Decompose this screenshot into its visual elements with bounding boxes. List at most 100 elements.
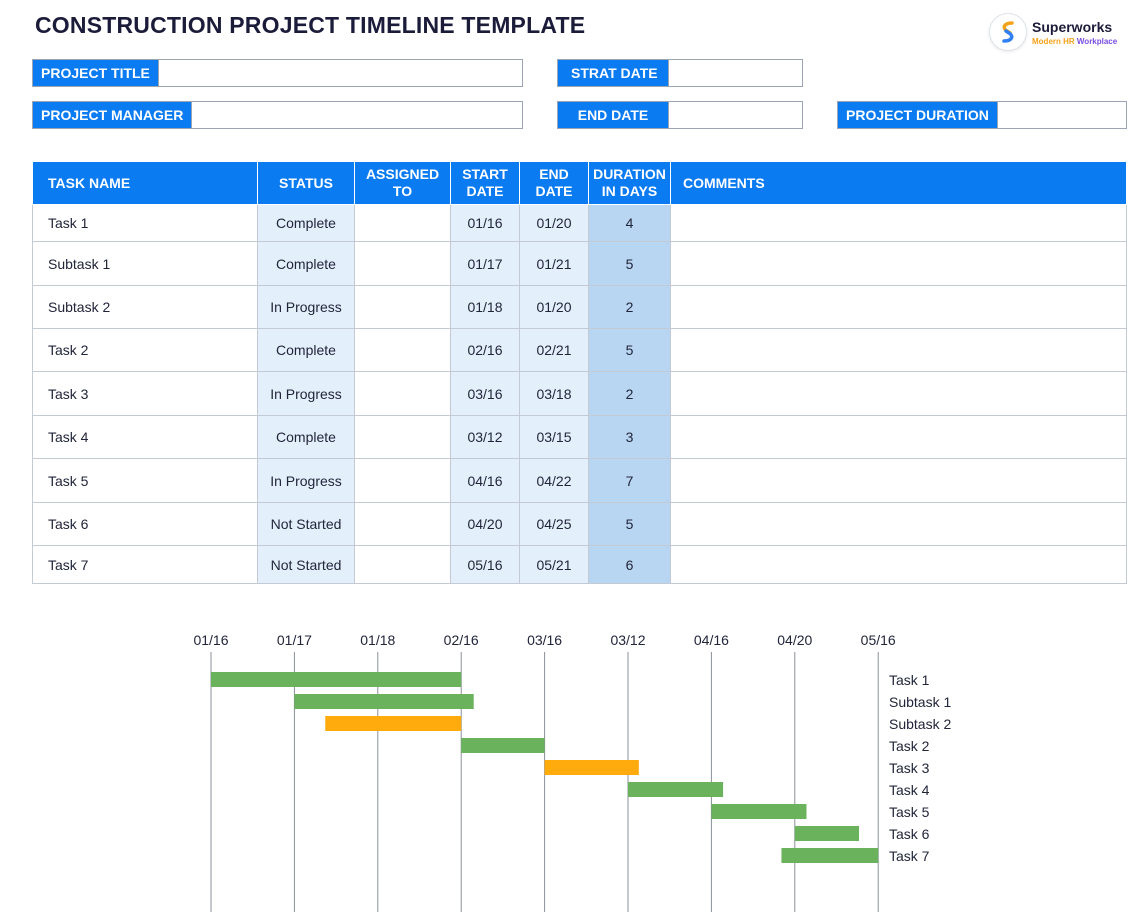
- assigned-to-cell[interactable]: [354, 458, 451, 503]
- project-duration-input[interactable]: [996, 102, 1126, 128]
- duration-cell: 5: [588, 241, 671, 286]
- end-date-cell: 04/22: [519, 458, 589, 503]
- task-name-cell: Task 1: [32, 204, 258, 242]
- start-date-cell: 01/16: [450, 204, 520, 242]
- task-name-cell: Task 5: [32, 458, 258, 503]
- comments-cell[interactable]: [670, 458, 1127, 503]
- table-row: Subtask 2 In Progress 01/18 01/20 2: [32, 285, 1127, 329]
- gantt-bar: [794, 826, 860, 841]
- assigned-to-cell[interactable]: [354, 371, 451, 416]
- status-cell: Complete: [257, 415, 355, 459]
- project-title-field: PROJECT TITLE: [32, 59, 523, 87]
- start-date-field: STRAT DATE: [557, 59, 803, 87]
- comments-cell[interactable]: [670, 545, 1127, 584]
- status-cell: In Progress: [257, 285, 355, 329]
- status-cell: Not Started: [257, 502, 355, 546]
- duration-cell: 6: [588, 545, 671, 584]
- logo-tagline-part1: Modern HR: [1032, 37, 1075, 46]
- assigned-to-cell[interactable]: [354, 502, 451, 546]
- gantt-bar: [711, 804, 807, 819]
- duration-cell: 7: [588, 458, 671, 503]
- assigned-to-cell[interactable]: [354, 204, 451, 242]
- start-date-cell: 04/16: [450, 458, 520, 503]
- gantt-bar: [781, 848, 879, 863]
- start-date-cell: 03/12: [450, 415, 520, 459]
- duration-cell: 4: [588, 204, 671, 242]
- assigned-to-cell[interactable]: [354, 415, 451, 459]
- task-name-cell: Task 4: [32, 415, 258, 459]
- duration-cell: 2: [588, 371, 671, 416]
- logo-tagline-part2: Workplace: [1074, 37, 1118, 46]
- status-cell: Complete: [257, 241, 355, 286]
- status-cell: Complete: [257, 204, 355, 242]
- end-date-field: END DATE: [557, 101, 803, 129]
- start-date-cell: 04/20: [450, 502, 520, 546]
- comments-cell[interactable]: [670, 371, 1127, 416]
- assigned-to-cell[interactable]: [354, 241, 451, 286]
- gantt-tick-label: 01/16: [193, 632, 228, 648]
- status-cell: In Progress: [257, 371, 355, 416]
- project-title-input[interactable]: [157, 60, 522, 86]
- end-date-cell: 03/15: [519, 415, 589, 459]
- gantt-bar: [325, 716, 462, 731]
- project-duration-label: PROJECT DURATION: [838, 102, 997, 128]
- logo-name: Superworks: [1032, 19, 1113, 35]
- gantt-bar: [628, 782, 724, 797]
- status-cell: In Progress: [257, 458, 355, 503]
- project-manager-label: PROJECT MANAGER: [33, 102, 192, 128]
- table-header-row: TASK NAME STATUS ASSIGNED TO START DATE …: [32, 161, 1127, 205]
- comments-cell[interactable]: [670, 502, 1127, 546]
- comments-cell[interactable]: [670, 415, 1127, 459]
- gantt-bar: [461, 738, 545, 753]
- end-date-cell: 05/21: [519, 545, 589, 584]
- end-date-cell: 01/20: [519, 204, 589, 242]
- header-end-date: END DATE: [519, 161, 589, 205]
- project-manager-input[interactable]: [191, 102, 522, 128]
- header-comments: COMMENTS: [670, 161, 1127, 205]
- gantt-tick-label: 01/18: [360, 632, 395, 648]
- gantt-tick-label: 03/12: [610, 632, 645, 648]
- task-table: TASK NAME STATUS ASSIGNED TO START DATE …: [32, 161, 1127, 584]
- task-name-cell: Subtask 1: [32, 241, 258, 286]
- end-date-cell: 01/21: [519, 241, 589, 286]
- gantt-task-label: Task 4: [889, 782, 930, 798]
- start-date-input[interactable]: [668, 60, 802, 86]
- logo-tagline: Modern HR Workplace: [1032, 37, 1117, 46]
- duration-cell: 5: [588, 502, 671, 546]
- table-row: Task 1 Complete 01/16 01/20 4: [32, 204, 1127, 242]
- end-date-label: END DATE: [558, 102, 668, 128]
- gantt-bar: [211, 672, 462, 687]
- header-task-name: TASK NAME: [32, 161, 258, 205]
- table-row: Task 7 Not Started 05/16 05/21 6: [32, 545, 1127, 584]
- task-name-cell: Subtask 2: [32, 285, 258, 329]
- gantt-task-label: Task 3: [889, 760, 930, 776]
- gantt-task-label: Task 7: [889, 848, 930, 864]
- header-status: STATUS: [257, 161, 355, 205]
- task-name-cell: Task 7: [32, 545, 258, 584]
- end-date-cell: 04/25: [519, 502, 589, 546]
- gantt-tick-label: 03/16: [527, 632, 562, 648]
- assigned-to-cell[interactable]: [354, 328, 451, 372]
- gantt-task-label: Subtask 1: [889, 694, 951, 710]
- task-name-cell: Task 2: [32, 328, 258, 372]
- table-row: Subtask 1 Complete 01/17 01/21 5: [32, 241, 1127, 286]
- assigned-to-cell[interactable]: [354, 545, 451, 584]
- comments-cell[interactable]: [670, 328, 1127, 372]
- end-date-input[interactable]: [668, 102, 802, 128]
- assigned-to-cell[interactable]: [354, 285, 451, 329]
- end-date-cell: 03/18: [519, 371, 589, 416]
- project-manager-field: PROJECT MANAGER: [32, 101, 523, 129]
- comments-cell[interactable]: [670, 285, 1127, 329]
- superworks-logo-icon: [990, 14, 1026, 50]
- gantt-bar: [544, 760, 639, 775]
- gantt-task-label: Task 1: [889, 672, 930, 688]
- duration-cell: 2: [588, 285, 671, 329]
- project-duration-field: PROJECT DURATION: [837, 101, 1127, 129]
- gantt-tick-label: 02/16: [444, 632, 479, 648]
- gantt-tick-label: 04/20: [777, 632, 812, 648]
- gantt-task-label: Task 6: [889, 826, 930, 842]
- superworks-logo: Superworks Modern HR Workplace: [990, 14, 1130, 54]
- duration-cell: 3: [588, 415, 671, 459]
- comments-cell[interactable]: [670, 241, 1127, 286]
- comments-cell[interactable]: [670, 204, 1127, 242]
